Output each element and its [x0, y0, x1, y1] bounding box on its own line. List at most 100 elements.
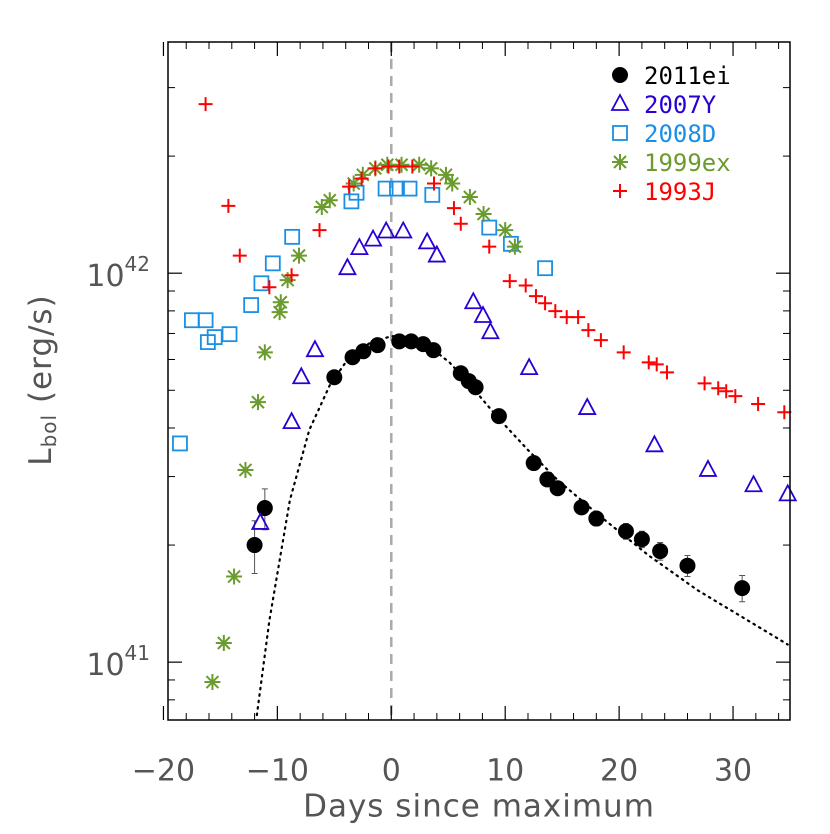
point [389, 180, 405, 197]
point [698, 459, 718, 477]
point [617, 523, 634, 540]
point [537, 260, 553, 277]
point [641, 355, 656, 370]
point [271, 304, 288, 321]
legend-label: 2008D [644, 120, 716, 148]
x-tick-label: 30 [714, 754, 752, 789]
y-tick-label: 1041 [86, 641, 150, 683]
legend-label: 2007Y [644, 91, 717, 119]
point [506, 238, 523, 255]
point [249, 394, 266, 411]
point [282, 411, 302, 430]
y-label-rest: (erg/s) [23, 294, 59, 414]
point [437, 166, 454, 183]
point [284, 268, 299, 283]
point [463, 291, 483, 310]
point [649, 357, 664, 372]
point [475, 205, 492, 222]
point [616, 345, 631, 360]
point [392, 159, 407, 174]
point [376, 220, 396, 239]
x-tick-label: 0 [382, 754, 401, 789]
point [751, 396, 766, 411]
point [644, 434, 664, 453]
point [197, 312, 214, 329]
point [221, 198, 236, 213]
point [538, 296, 553, 311]
point [393, 220, 413, 239]
point [256, 344, 273, 361]
point [312, 223, 327, 238]
point [467, 379, 484, 396]
x-axis-label: Days since maximum [303, 789, 655, 825]
point [391, 333, 408, 350]
point [744, 474, 764, 493]
point [243, 297, 260, 313]
point [581, 323, 596, 338]
point [369, 337, 386, 354]
point [481, 219, 498, 236]
point [401, 180, 418, 197]
legend-label: 1999ex [644, 149, 731, 177]
point [349, 237, 369, 256]
point [777, 405, 792, 420]
legend-marker [613, 184, 627, 198]
point [548, 304, 563, 319]
point [264, 255, 281, 272]
point [734, 580, 751, 597]
point [427, 244, 447, 263]
point [393, 156, 410, 173]
point [571, 310, 586, 325]
y-axis-label: Lbol (erg/s) [23, 294, 61, 465]
point [291, 366, 311, 385]
point [321, 192, 338, 209]
point [588, 510, 605, 527]
point [313, 198, 330, 215]
point [679, 557, 696, 574]
legend-marker [612, 67, 628, 83]
point [377, 180, 394, 197]
point [354, 171, 369, 186]
point [250, 512, 270, 530]
point [528, 289, 543, 304]
legend-marker [610, 93, 630, 111]
point [405, 159, 420, 174]
x-tick-label: −10 [246, 754, 309, 789]
point [226, 568, 243, 585]
point [198, 97, 213, 112]
point [719, 384, 734, 399]
point [549, 480, 566, 497]
point [480, 321, 500, 340]
legend-marker [612, 154, 628, 170]
point [379, 156, 396, 173]
point [246, 537, 263, 554]
point [652, 543, 669, 560]
point [423, 160, 440, 177]
point [279, 272, 296, 289]
point [354, 166, 371, 183]
point [577, 397, 597, 415]
point [482, 239, 497, 254]
point [519, 357, 539, 376]
point [368, 161, 383, 176]
point [326, 369, 343, 386]
point [497, 222, 514, 239]
point [256, 500, 273, 517]
plot-frame [167, 41, 791, 721]
y-label-sub: bol [37, 414, 61, 448]
point [355, 343, 372, 360]
legend-marker [612, 125, 628, 141]
point [204, 674, 221, 691]
x-tick-label: 10 [486, 754, 524, 789]
point [337, 257, 357, 276]
point [711, 381, 726, 396]
point [348, 184, 365, 201]
point [518, 278, 533, 293]
point [342, 179, 357, 194]
point [305, 339, 325, 358]
point [221, 326, 238, 343]
point [593, 333, 608, 348]
point [262, 280, 277, 295]
x-tick-label: −20 [132, 754, 195, 789]
point [778, 483, 798, 502]
